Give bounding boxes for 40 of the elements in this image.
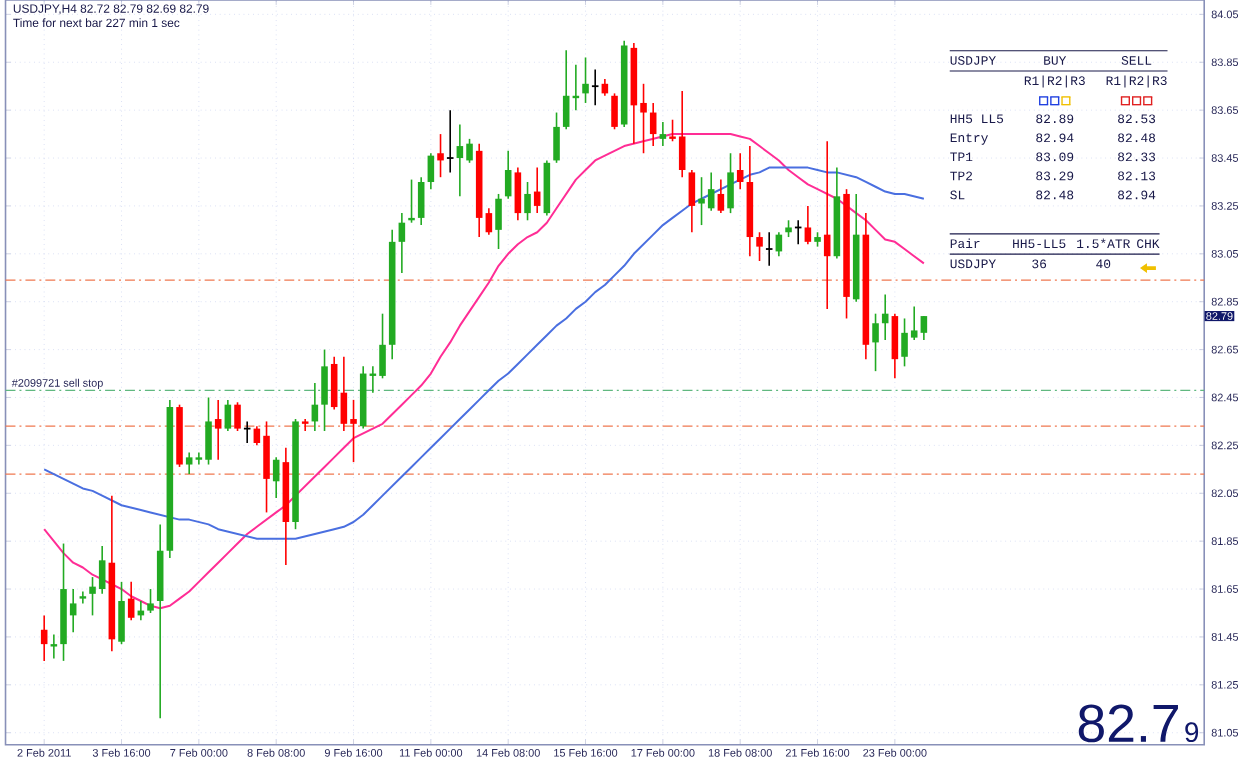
candlestick <box>118 580 125 645</box>
candlestick <box>804 204 812 245</box>
candlestick <box>446 109 455 173</box>
candlestick <box>50 633 58 660</box>
candlestick <box>524 180 531 221</box>
candlestick <box>243 420 252 444</box>
candlestick <box>485 207 493 236</box>
candlestick <box>301 417 309 432</box>
candlestick <box>582 56 589 104</box>
candlestick <box>398 212 406 274</box>
candlestick <box>330 355 338 410</box>
candlestick <box>321 348 328 432</box>
text: 9 <box>1185 722 1199 742</box>
candlestick <box>553 111 560 164</box>
candlestick <box>79 590 87 604</box>
candlestick <box>717 178 725 214</box>
candlestick <box>127 580 135 621</box>
candlestick <box>688 168 696 233</box>
candlestick <box>891 312 899 379</box>
candlestick <box>417 176 425 226</box>
candlestick <box>765 231 774 267</box>
candlestick <box>611 92 618 130</box>
candlestick <box>427 152 435 190</box>
candlestick <box>495 192 502 250</box>
candlestick <box>185 451 193 475</box>
candlestick <box>736 152 744 190</box>
candlestick <box>562 49 570 130</box>
candlestick <box>504 149 512 200</box>
candlestick <box>591 68 600 106</box>
candlestick <box>224 398 232 432</box>
candlestick <box>727 152 734 214</box>
candlestick <box>514 166 522 221</box>
text: 82.7 <box>1078 704 1178 743</box>
candlestick <box>234 401 241 432</box>
candlestick <box>147 587 154 614</box>
candlestick <box>214 398 222 461</box>
candlestick <box>872 312 879 372</box>
candlestick <box>756 231 763 262</box>
candlestick <box>437 133 444 178</box>
candlestick <box>659 121 667 147</box>
